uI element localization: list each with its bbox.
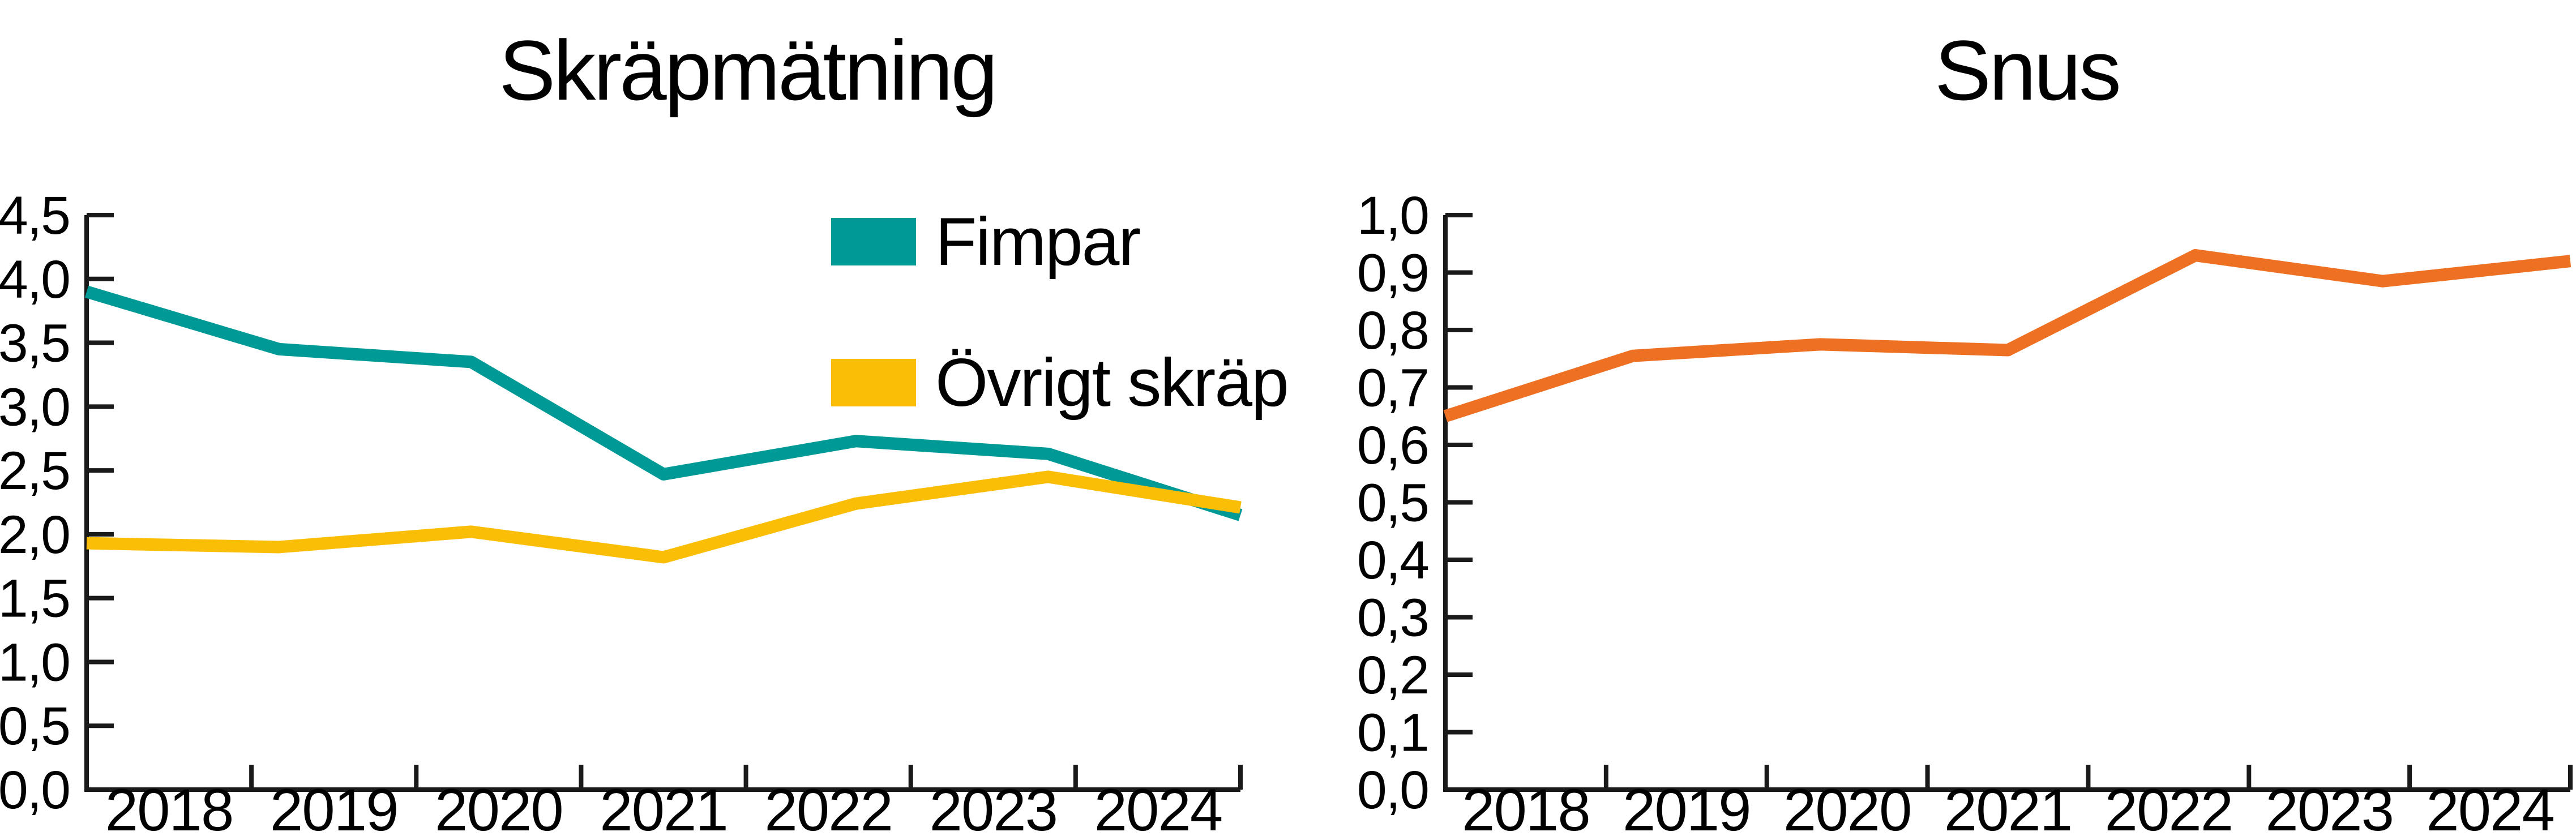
svg-text:2018: 2018: [1462, 777, 1590, 840]
svg-text:2023: 2023: [929, 777, 1057, 840]
svg-text:0,9: 0,9: [1357, 243, 1428, 303]
svg-text:2024: 2024: [2426, 777, 2554, 840]
svg-text:2020: 2020: [435, 777, 563, 840]
svg-text:0,7: 0,7: [1357, 358, 1428, 418]
svg-text:0,5: 0,5: [0, 696, 70, 756]
svg-text:2021: 2021: [1944, 777, 2072, 840]
svg-text:2018: 2018: [105, 777, 233, 840]
svg-text:0,3: 0,3: [1357, 588, 1428, 648]
svg-text:0,6: 0,6: [1357, 415, 1428, 475]
svg-text:2019: 2019: [270, 777, 398, 840]
svg-text:1,0: 1,0: [1357, 186, 1428, 246]
svg-text:1,5: 1,5: [0, 569, 70, 629]
legend-item-ovrigt-skrap: Övrigt skräp: [831, 344, 1289, 422]
svg-text:0,1: 0,1: [1357, 703, 1428, 763]
svg-text:2024: 2024: [1094, 777, 1222, 840]
legend-item-fimpar: Fimpar: [831, 203, 1288, 281]
svg-text:0,0: 0,0: [1357, 760, 1428, 820]
legend-label-fimpar: Fimpar: [935, 204, 1141, 280]
svg-text:0,2: 0,2: [1357, 645, 1428, 705]
svg-text:2021: 2021: [600, 777, 728, 840]
legend-swatch-fimpar-icon: [831, 218, 916, 265]
svg-text:2,5: 2,5: [0, 441, 70, 501]
svg-text:2020: 2020: [1783, 777, 1911, 840]
svg-text:4,5: 4,5: [0, 186, 70, 246]
svg-text:2019: 2019: [1623, 777, 1751, 840]
svg-text:2023: 2023: [2265, 777, 2393, 840]
svg-text:0,8: 0,8: [1357, 301, 1428, 361]
legend-swatch-ovrigt-skrap-icon: [831, 359, 916, 406]
legend-label-ovrigt-skrap: Övrigt skräp: [935, 345, 1289, 421]
svg-text:0,5: 0,5: [1357, 473, 1428, 533]
svg-text:2022: 2022: [764, 777, 892, 840]
svg-text:3,5: 3,5: [0, 314, 70, 374]
svg-text:2022: 2022: [2105, 777, 2233, 840]
chart-title-snus: Snus: [1935, 23, 2121, 118]
svg-text:3,0: 3,0: [0, 377, 70, 437]
svg-text:2,0: 2,0: [0, 505, 70, 565]
chart-title-skrapmatning: Skräpmätning: [499, 23, 998, 118]
svg-text:1,0: 1,0: [0, 632, 70, 692]
legend: Fimpar Övrigt skräp: [831, 203, 1289, 422]
svg-text:0,0: 0,0: [0, 760, 70, 820]
svg-text:0,4: 0,4: [1357, 530, 1428, 590]
svg-text:4,0: 4,0: [0, 250, 70, 310]
